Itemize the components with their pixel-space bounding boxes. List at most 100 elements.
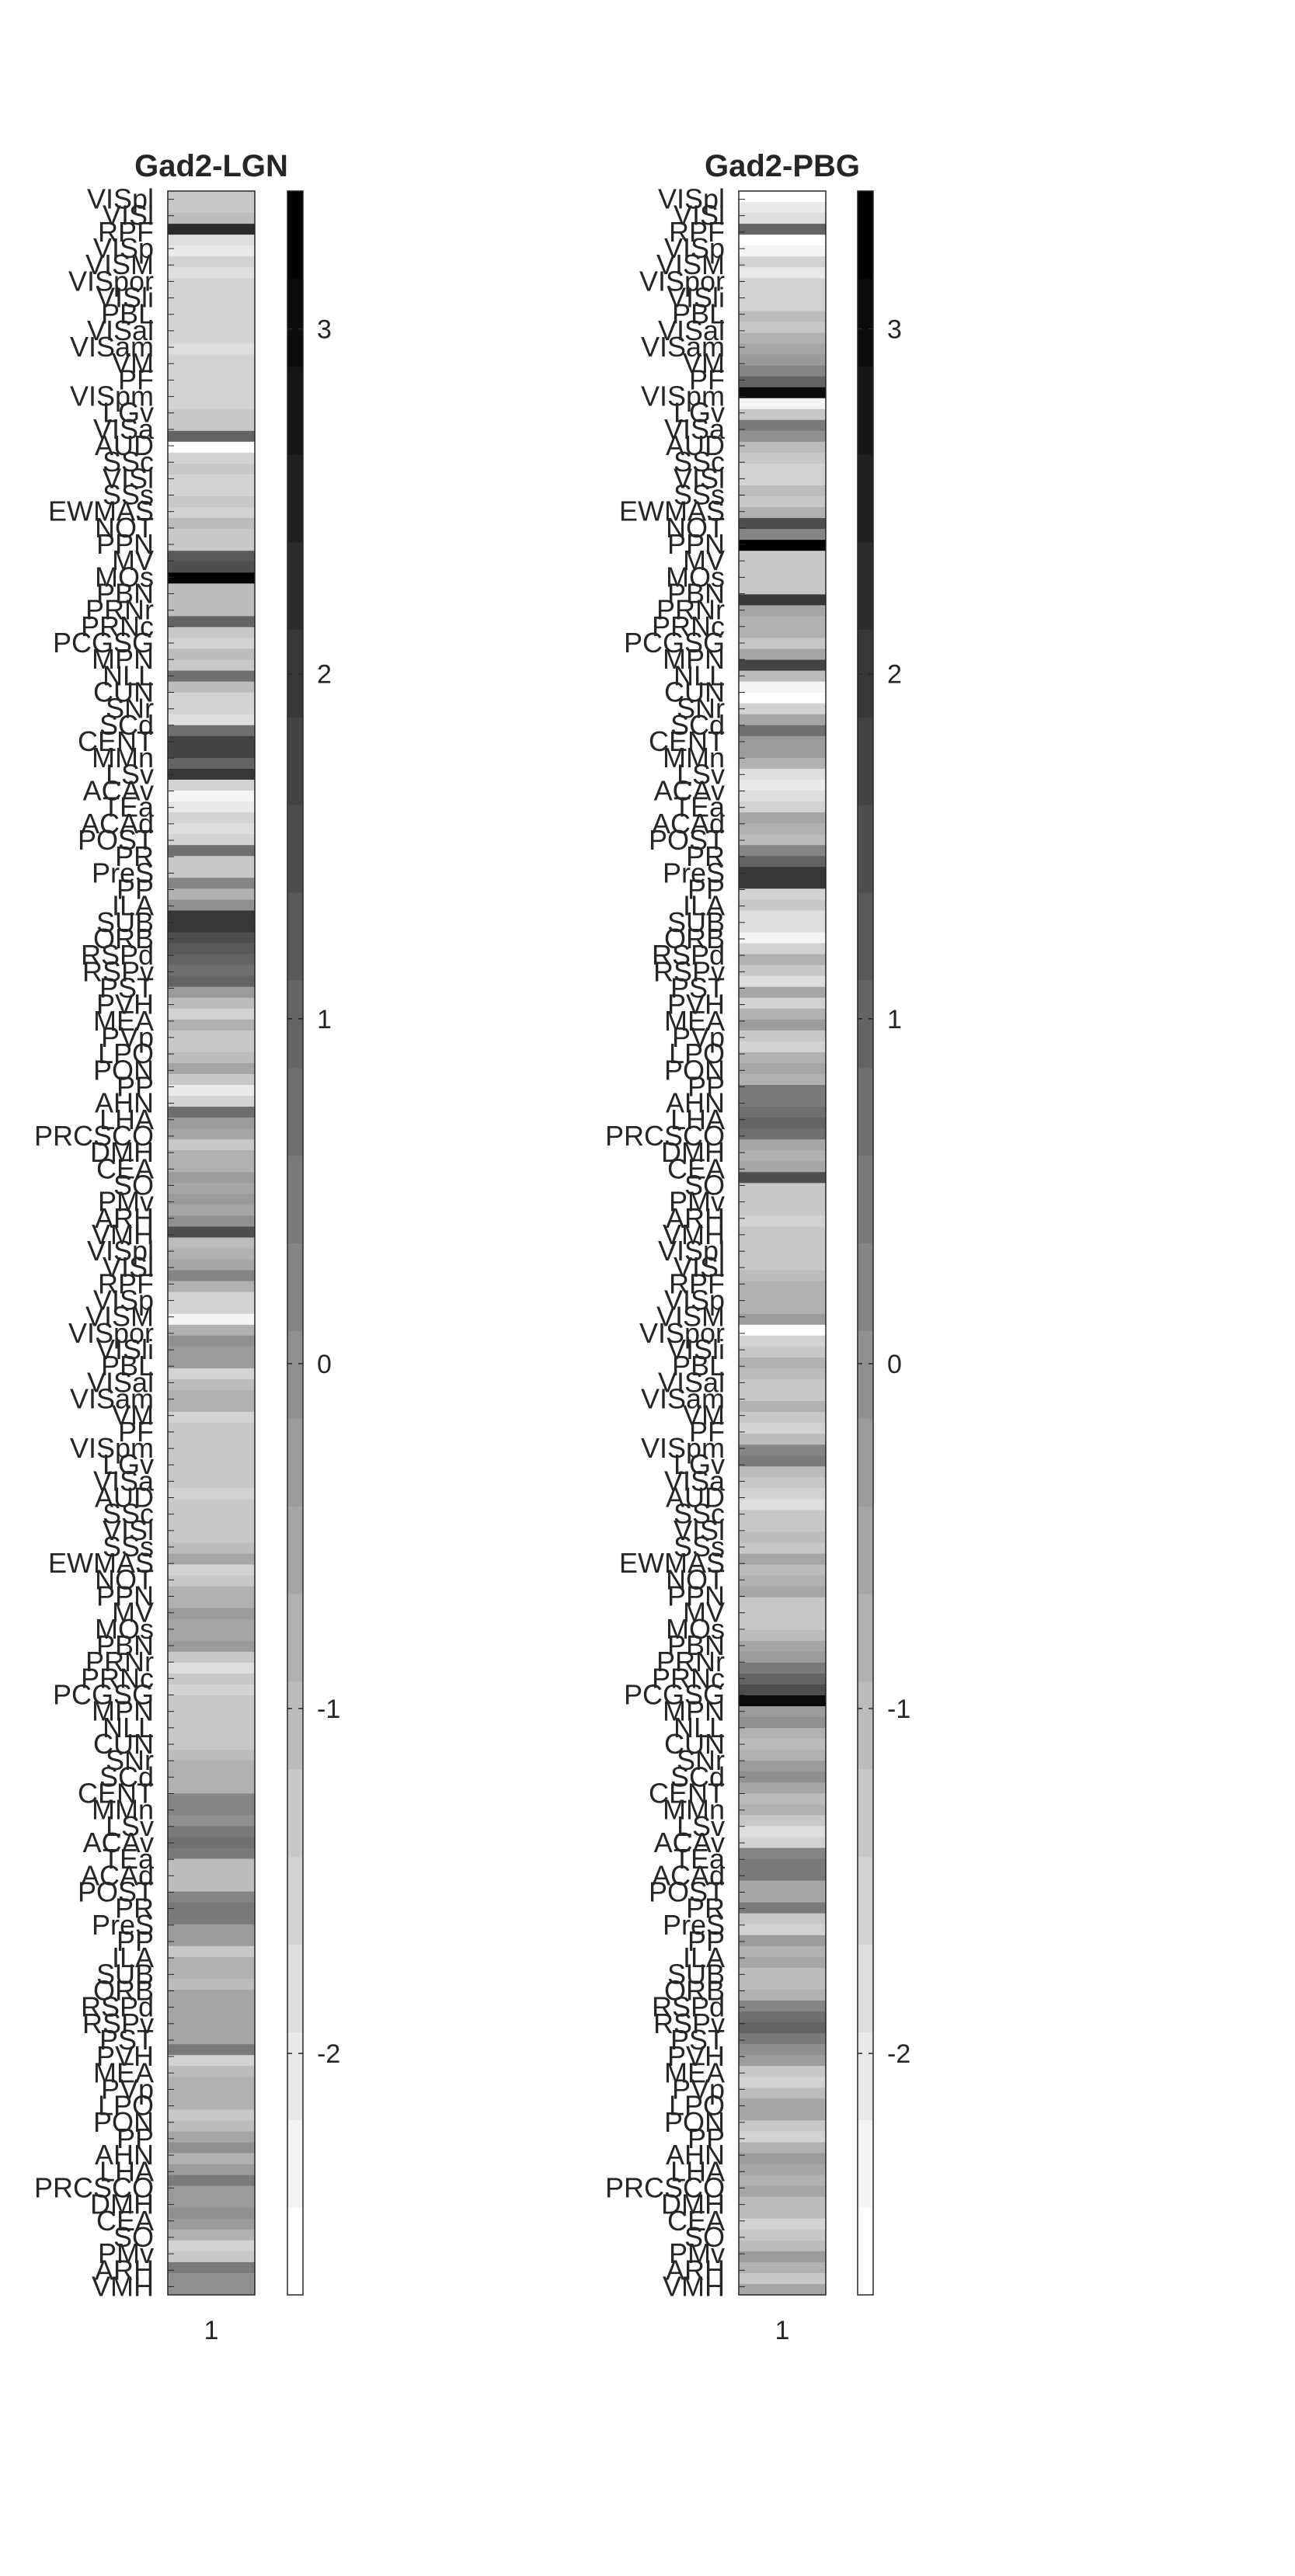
heatmap-cell bbox=[739, 1401, 826, 1413]
heatmap-cell bbox=[168, 1564, 255, 1577]
row-label: POST bbox=[649, 824, 725, 856]
heatmap-cell bbox=[168, 213, 255, 224]
heatmap-cell bbox=[739, 1062, 826, 1075]
row-label: LGv bbox=[103, 397, 154, 429]
heatmap-cell bbox=[739, 540, 826, 551]
row-label: EWMAS bbox=[48, 495, 154, 527]
heatmap-cell bbox=[168, 1302, 255, 1315]
heatmap-cell bbox=[168, 1553, 255, 1566]
row-label: VISli bbox=[96, 282, 154, 314]
row-label: ARH bbox=[666, 2254, 725, 2286]
heatmap-cell bbox=[168, 943, 255, 955]
heatmap-cell bbox=[168, 561, 255, 573]
row-label: PON bbox=[664, 1054, 725, 1086]
row-label: PVp bbox=[672, 1021, 725, 1053]
heatmap-cell bbox=[739, 1564, 826, 1577]
heatmap-cell bbox=[739, 1041, 826, 1053]
heatmap-cell bbox=[168, 2077, 255, 2088]
colorbar-step bbox=[858, 541, 873, 630]
heatmap-cell bbox=[168, 823, 255, 835]
heatmap-cell bbox=[168, 1761, 255, 1772]
heatmap-cell bbox=[168, 485, 255, 497]
panel-title: Gad2-LGN bbox=[134, 149, 288, 183]
heatmap-cell bbox=[168, 1237, 255, 1250]
row-label: TEa bbox=[674, 1843, 726, 1875]
heatmap-cell bbox=[168, 507, 255, 519]
row-label: RPF bbox=[669, 1267, 725, 1299]
heatmap-cell bbox=[168, 856, 255, 867]
heatmap-cell bbox=[739, 1521, 826, 1533]
heatmap-cell bbox=[739, 419, 826, 432]
heatmap-cell bbox=[739, 867, 826, 878]
colorbar-step bbox=[287, 1155, 303, 1244]
heatmap-cell bbox=[739, 1368, 826, 1380]
heatmap-cell bbox=[739, 354, 826, 367]
row-label: PVp bbox=[672, 2073, 725, 2105]
heatmap-cell bbox=[739, 823, 826, 835]
heatmap-cell bbox=[168, 1793, 255, 1805]
heatmap-cell bbox=[739, 1935, 826, 1947]
heatmap-cell bbox=[739, 746, 826, 759]
heatmap-cell bbox=[168, 1466, 255, 1478]
heatmap-cell bbox=[739, 1553, 826, 1566]
heatmap-cell bbox=[168, 1107, 255, 1118]
heatmap-cell bbox=[168, 954, 255, 966]
row-label: PRCSCO bbox=[34, 2171, 154, 2203]
heatmap-cell bbox=[739, 2207, 826, 2220]
heatmap-cell bbox=[168, 1488, 255, 1500]
heatmap-cell bbox=[168, 2022, 255, 2034]
heatmap-cell bbox=[168, 474, 255, 486]
heatmap-cell bbox=[168, 408, 255, 421]
row-label: MMn bbox=[663, 742, 725, 773]
heatmap-cell bbox=[168, 1335, 255, 1347]
heatmap-cell bbox=[739, 1444, 826, 1456]
heatmap-cell bbox=[739, 1869, 826, 1882]
heatmap-cell bbox=[739, 1793, 826, 1805]
row-label: ARH bbox=[95, 1202, 154, 1234]
heatmap-cell bbox=[739, 659, 826, 672]
row-label: ORB bbox=[664, 1975, 725, 2007]
colorbar-tick-label: -2 bbox=[887, 2039, 910, 2069]
heatmap-cell bbox=[739, 1291, 826, 1304]
row-label: ARH bbox=[95, 2254, 154, 2286]
heatmap-cell bbox=[739, 1434, 826, 1445]
row-label: VISpor bbox=[68, 265, 154, 297]
row-label: PPN bbox=[96, 1580, 154, 1612]
row-label: CENT bbox=[649, 1778, 725, 1809]
row-label: LSv bbox=[106, 1810, 154, 1842]
heatmap-cell bbox=[168, 1673, 255, 1685]
row-label: VISal bbox=[658, 1366, 725, 1398]
colorbar-step bbox=[858, 629, 873, 718]
heatmap-cell bbox=[739, 1172, 826, 1184]
heatmap-cell bbox=[739, 1858, 826, 1871]
heatmap-cell bbox=[739, 1837, 826, 1849]
row-label: PCGSG bbox=[624, 627, 725, 659]
heatmap-cell bbox=[739, 1412, 826, 1424]
heatmap-cell bbox=[739, 1008, 826, 1020]
heatmap-cell bbox=[168, 419, 255, 432]
heatmap-cell bbox=[168, 2272, 255, 2285]
heatmap-cell bbox=[739, 1902, 826, 1914]
heatmap-cell bbox=[739, 1488, 826, 1500]
heatmap-cell bbox=[168, 1913, 255, 1925]
row-label: LHA bbox=[670, 1104, 725, 1135]
heatmap-cell bbox=[739, 1107, 826, 1118]
heatmap-cell bbox=[168, 1531, 255, 1544]
heatmap-cell bbox=[739, 1575, 826, 1587]
heatmap-cell bbox=[168, 1270, 255, 1282]
heatmap-cell bbox=[739, 2174, 826, 2187]
row-label: SSc bbox=[103, 446, 154, 478]
row-label: VISam bbox=[641, 331, 725, 363]
heatmap-frame bbox=[738, 190, 827, 2296]
colorbar-step bbox=[287, 1768, 303, 1858]
heatmap-cell bbox=[168, 1826, 255, 1838]
heatmap-cell bbox=[168, 1869, 255, 1882]
heatmap-cell bbox=[739, 910, 826, 923]
heatmap-cell bbox=[168, 365, 255, 377]
row-label: VMH bbox=[663, 1218, 725, 1250]
row-label: RPF bbox=[98, 216, 154, 248]
row-label: VISl bbox=[674, 1251, 725, 1283]
row-label: VISl bbox=[103, 1251, 154, 1283]
heatmap-cell bbox=[739, 1706, 826, 1718]
row-label: TEa bbox=[674, 791, 726, 823]
